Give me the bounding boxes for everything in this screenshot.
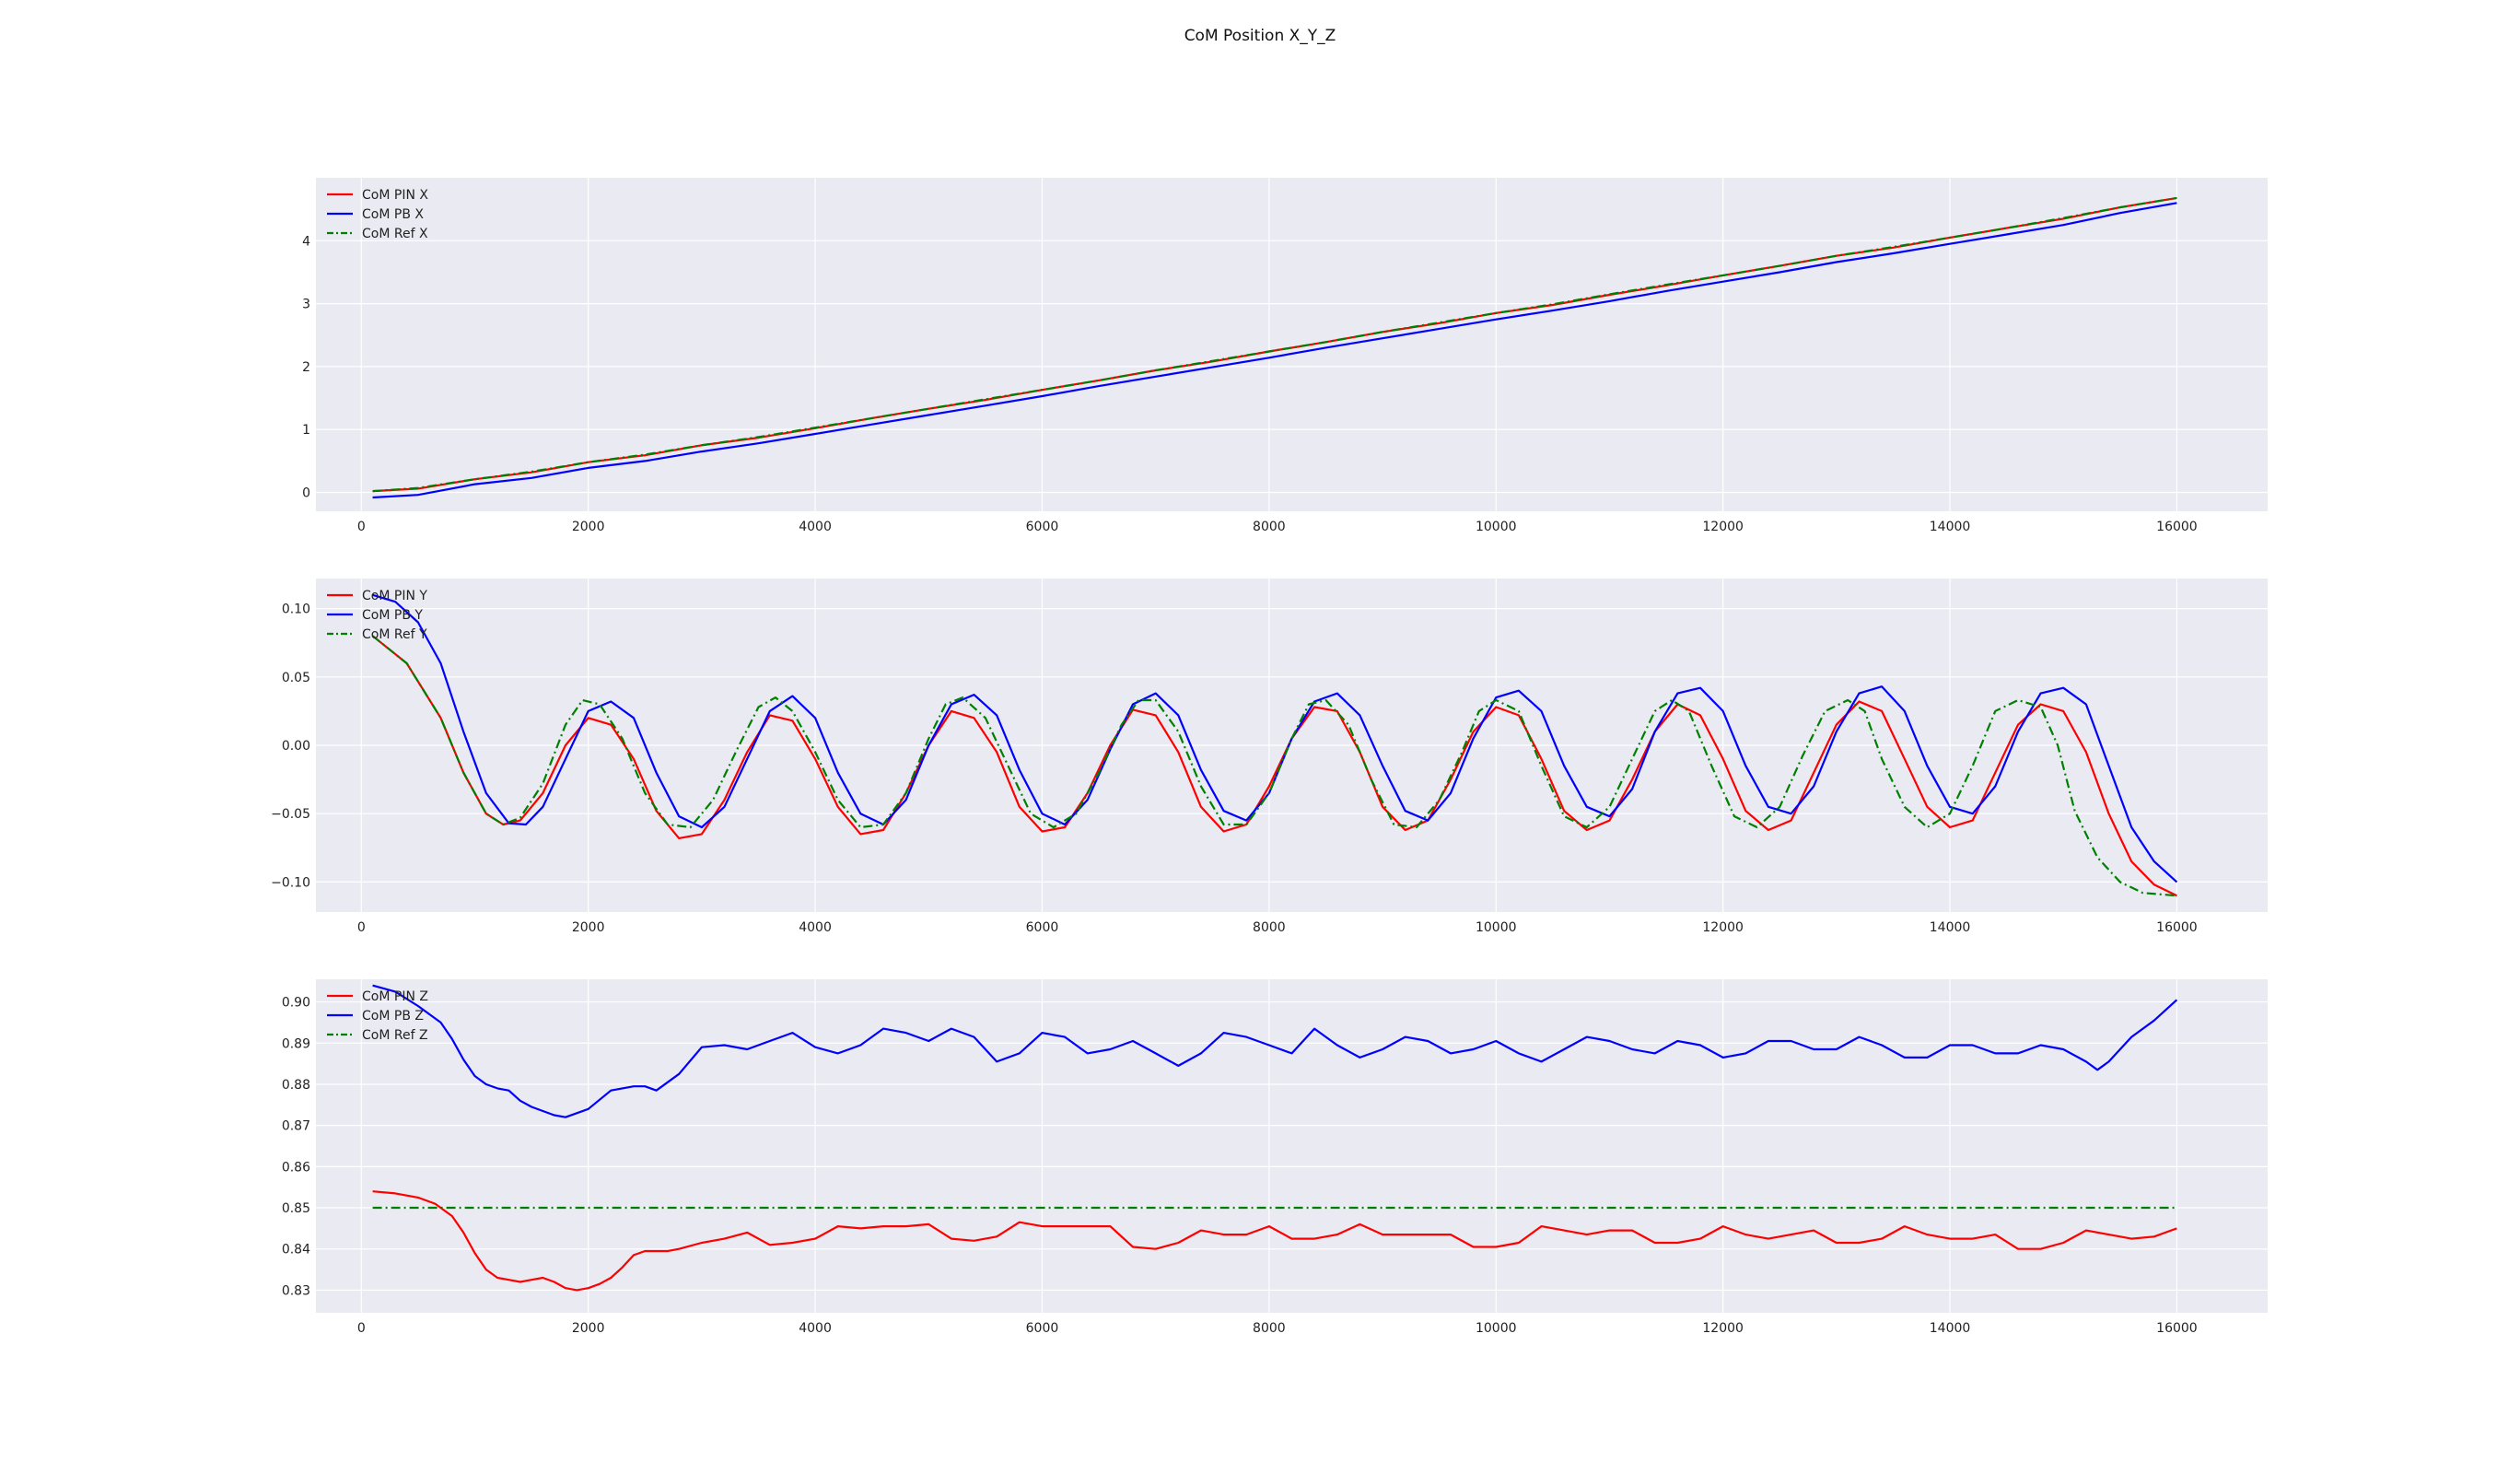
legend-label: CoM PB Y	[362, 608, 423, 623]
series-line-com-pin-z	[372, 1190, 2177, 1292]
x-tick-label: 0	[357, 520, 366, 534]
series-line-com-pb-x	[372, 202, 2177, 499]
x-tick-label: 8000	[1253, 520, 1286, 534]
x-tick-label: 14000	[1930, 520, 1971, 534]
subplot-z: 0 2000 4000 6000 8000 10000 12000 14000 16000 0.8…	[282, 979, 2268, 1336]
x-tick-label: 0	[357, 920, 366, 935]
y-tick-label: 0.05	[282, 671, 310, 685]
axes-background-x	[316, 178, 2268, 511]
x-tick-label: 12000	[1702, 520, 1744, 534]
x-tick-label: 12000	[1702, 920, 1744, 935]
legend-label: CoM Ref Z	[362, 1028, 428, 1043]
x-tick-label: 0	[357, 1321, 366, 1336]
legend: CoM PIN Y CoM PB Y CoM Ref Y	[327, 589, 427, 642]
series-line-com-ref-x	[372, 196, 2177, 493]
x-tick-label: 12000	[1702, 1321, 1744, 1336]
y-tick-label: 0.86	[282, 1160, 310, 1175]
y-tick-label: 0.85	[282, 1201, 310, 1216]
y-tick-label: 1	[302, 423, 310, 438]
x-tick-label: 16000	[2156, 1321, 2198, 1336]
y-tick-label: 0.87	[282, 1119, 310, 1134]
series-line-com-pb-z	[372, 984, 2178, 1118]
x-tick-label: 4000	[799, 520, 832, 534]
x-tick-label: 2000	[572, 920, 605, 935]
y-tick-label: 2	[302, 360, 310, 375]
series-group	[371, 593, 2178, 897]
x-tick-label: 10000	[1476, 1321, 1517, 1336]
figure-title: CoM Position X_Y_Z	[1184, 27, 1336, 45]
legend-label: CoM Ref Y	[362, 627, 427, 642]
y-tick-label: 0.88	[282, 1078, 310, 1093]
legend-label: CoM PB X	[362, 207, 424, 222]
legend-label: CoM PIN X	[362, 188, 428, 203]
legend-label: CoM PB Z	[362, 1009, 424, 1024]
x-tick-label: 8000	[1253, 1321, 1286, 1336]
series-group	[372, 984, 2178, 1292]
x-tick-label: 6000	[1026, 520, 1059, 534]
series-line-com-pin-y	[371, 635, 2177, 897]
axes-background-z	[316, 979, 2268, 1313]
y-tick-label: 0.84	[282, 1243, 310, 1258]
legend-label: CoM PIN Y	[362, 589, 427, 603]
y-tick-label: 0.83	[282, 1283, 310, 1298]
x-tick-label: 6000	[1026, 920, 1059, 935]
y-tick-label: 0.89	[282, 1036, 310, 1051]
x-tick-label: 14000	[1930, 920, 1971, 935]
x-tick-label: 16000	[2156, 520, 2198, 534]
x-tick-label: 10000	[1476, 520, 1517, 534]
x-tick-label: 2000	[572, 520, 605, 534]
x-tick-label: 8000	[1253, 920, 1286, 935]
x-tick-label: 6000	[1026, 1321, 1059, 1336]
subplot-y: 0 2000 4000 6000 8000 10000 12000 14000 16000 −0.…	[271, 579, 2268, 935]
y-tick-label: 0.10	[282, 602, 310, 617]
legend: CoM PIN X CoM PB X CoM Ref X	[327, 188, 428, 241]
legend-label: CoM Ref X	[362, 227, 428, 241]
x-tick-label: 10000	[1476, 920, 1517, 935]
subplot-x: 0 2000 4000 6000 8000 10000 12000 14000 16000 0 1 2…	[302, 178, 2268, 534]
legend: CoM PIN Z CoM PB Z CoM Ref Z	[327, 989, 428, 1043]
y-tick-label: 0.00	[282, 739, 310, 754]
series-group	[372, 196, 2177, 499]
legend-label: CoM PIN Z	[362, 989, 428, 1004]
y-tick-label: −0.05	[271, 807, 310, 822]
y-tick-label: 0.90	[282, 996, 310, 1011]
y-tick-label: −0.10	[271, 875, 310, 890]
x-tick-label: 4000	[799, 1321, 832, 1336]
y-tick-label: 4	[302, 234, 310, 249]
y-tick-label: 0	[302, 486, 310, 501]
x-tick-label: 2000	[572, 1321, 605, 1336]
y-tick-label: 3	[302, 298, 310, 312]
x-tick-label: 14000	[1930, 1321, 1971, 1336]
x-tick-label: 4000	[799, 920, 832, 935]
x-tick-label: 16000	[2156, 920, 2198, 935]
series-line-com-ref-y	[371, 635, 2177, 897]
